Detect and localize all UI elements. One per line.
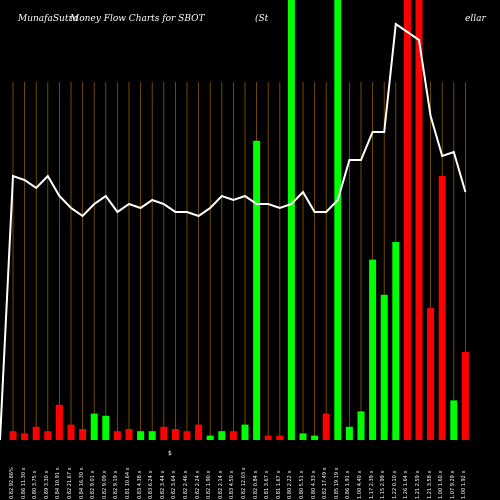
company-name-right: ellar: [465, 14, 486, 24]
x-axis-middle-label: $: [168, 450, 172, 457]
money-flow-bar: [90, 413, 98, 440]
x-tick-label: 0.82 9.01 x: [90, 470, 97, 499]
money-flow-bar: [21, 433, 29, 440]
x-tick-label: 0.82 21.67 x: [67, 467, 73, 499]
x-tick-label: 0.80 4.33 x: [310, 470, 317, 499]
x-tick-label: 1.21 2.59 x: [415, 470, 421, 499]
money-flow-bar: [253, 140, 261, 441]
money-flow-bar: [427, 308, 435, 440]
money-flow-bar: [241, 424, 249, 440]
x-tick-label: 1.22 0.10 x: [391, 470, 398, 499]
x-tick-label: 1.21 3.58 x: [426, 470, 433, 499]
money-flow-bar: [392, 242, 400, 440]
money-flow-bar: [195, 424, 203, 440]
money-flow-bar: [55, 404, 63, 440]
x-tick-label: 1.07 9.29 x: [449, 470, 456, 499]
x-tick-label: 0.81 3.67 x: [264, 470, 271, 499]
chart-title: Money Flow Charts for SBOT: [70, 14, 205, 24]
money-flow-bar: [183, 431, 191, 440]
money-flow-bar: [148, 431, 156, 440]
x-tick-label: 1.15 2.99 x: [380, 470, 387, 499]
money-flow-bar: [334, 0, 342, 440]
money-flow-bar: [357, 411, 365, 440]
x-tick-label: 0.82 12.03 x: [241, 467, 247, 499]
money-flow-bar: [102, 415, 110, 440]
x-tick-label: 1.26 1.64 x: [403, 470, 410, 499]
money-flow-bar: [218, 431, 226, 440]
x-tick-label: 0.82 1.90 x: [206, 470, 213, 499]
money-flow-bar: [171, 429, 179, 440]
money-flow-bar: [206, 435, 214, 440]
x-tick-label: 0.82 3.64 x: [171, 470, 178, 499]
x-tick-label: 0.86 1.91 x: [345, 470, 352, 499]
money-flow-bar: [322, 413, 330, 440]
money-flow-bar: [9, 431, 17, 440]
money-flow-bar: [113, 431, 121, 440]
money-flow-bar: [264, 435, 272, 440]
x-tick-label: 1.00 1.60 x: [438, 470, 445, 499]
money-flow-bar: [311, 435, 319, 440]
x-tick-label: 1.17 2.39 x: [368, 470, 375, 499]
x-tick-label: 0.82 92.86%: [9, 467, 15, 499]
x-tick-label: 0.80 5.51 x: [299, 470, 305, 499]
money-flow-bar: [345, 426, 353, 440]
x-tick-label: 0.83 4.38 x: [136, 470, 143, 499]
money-flow-bar: [79, 429, 87, 440]
x-tick-label: 0.82 2.24 x: [194, 470, 201, 499]
money-flow-bar: [415, 0, 423, 440]
price-line: [0, 22, 467, 441]
money-flow-bars: [9, 0, 469, 441]
x-tick-label: 0.89 3.30 x: [43, 470, 50, 499]
money-flow-bar: [299, 433, 307, 440]
x-tick-label: 0.84 16.30 x: [78, 467, 85, 499]
money-flow-bar: [461, 352, 469, 440]
x-tick-label: 0.80 2.22 x: [287, 470, 294, 499]
money-flow-bar: [67, 424, 75, 440]
x-tick-label: 0.85 19.19 x: [333, 467, 340, 499]
site-name: MunafaSutra: [18, 14, 79, 24]
x-tick-label: 0.82 3.44 x: [159, 470, 166, 499]
x-tick-label: 0.83 6.24 x: [148, 470, 155, 499]
money-flow-bar: [137, 431, 145, 440]
company-name-left: (St: [255, 14, 269, 24]
x-tick-label: 0.80 3.75 x: [32, 470, 39, 499]
x-tick-label: 0.83 4.50 x: [229, 470, 236, 499]
money-flow-bar: [32, 426, 40, 440]
money-flow-bar: [369, 259, 377, 440]
x-tick-label: 0.81 10.64 x: [125, 467, 131, 499]
money-flow-bar: [450, 400, 458, 440]
x-tick-label: 0.82 2.46 x: [183, 470, 189, 499]
x-tick-label: 0.81 1.67 x: [275, 470, 282, 499]
money-flow-bar: [438, 176, 446, 440]
x-tick-label: 1.00 4.40 x: [357, 470, 363, 499]
money-flow-bar: [44, 431, 52, 440]
x-tick-label: 0.82 9.09 x: [101, 470, 108, 499]
x-tick-label: 1.00 1.92 x: [461, 470, 468, 499]
x-tick-label: 0.86 11.30 x: [20, 467, 27, 499]
money-flow-bar: [403, 0, 411, 440]
money-flow-bar: [380, 294, 388, 440]
x-tick-label: 0.84 10.91 x: [55, 467, 62, 499]
money-flow-bar: [160, 426, 168, 440]
money-flow-bar: [287, 0, 295, 440]
x-tick-label: 0.82 0.84 x: [252, 470, 259, 499]
money-flow-bar: [125, 429, 133, 440]
x-tick-label: 0.82 2.14 x: [217, 470, 224, 499]
money-flow-bar: [276, 435, 284, 440]
x-tick-label: 0.82 17.49 x: [322, 467, 329, 499]
x-tick-label: 0.82 9.19 x: [113, 470, 120, 499]
money-flow-bar: [229, 431, 237, 440]
